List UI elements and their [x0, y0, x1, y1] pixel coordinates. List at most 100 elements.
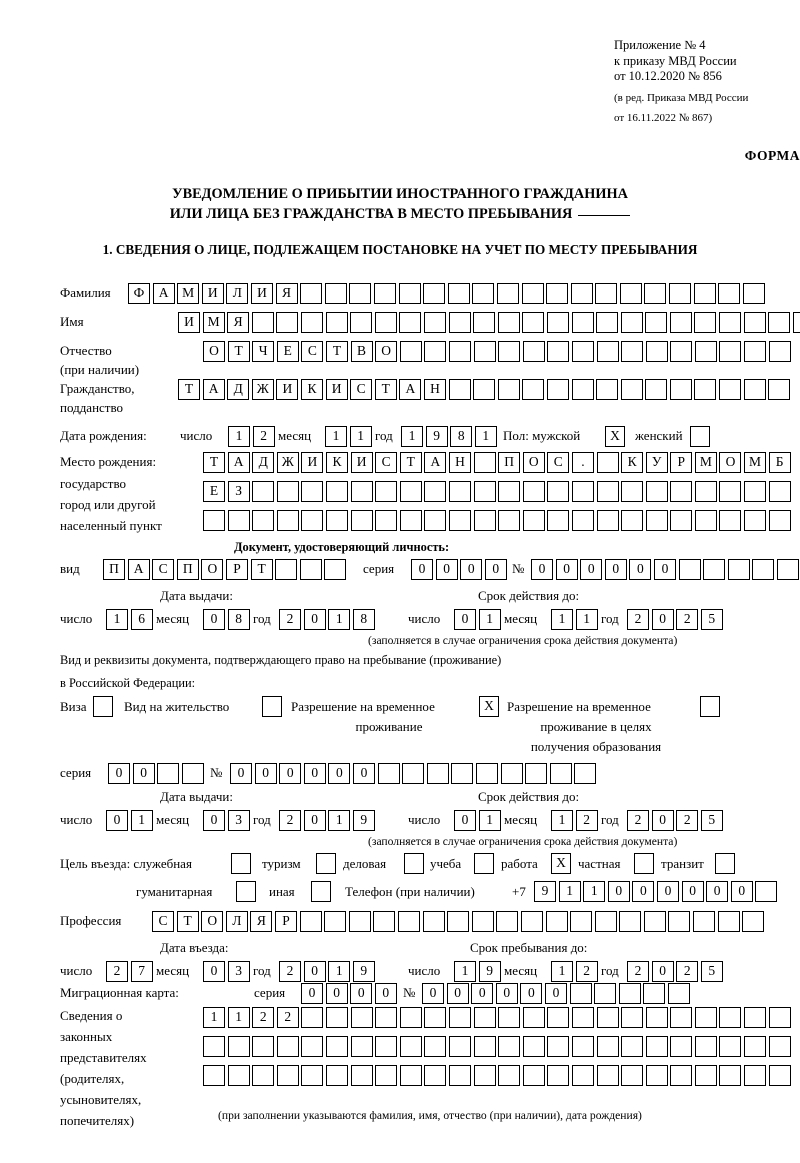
char-cell[interactable]: 2: [575, 810, 598, 831]
char-cell[interactable]: [574, 763, 597, 784]
char-cell[interactable]: 2: [627, 609, 649, 630]
char-cell[interactable]: 1: [551, 810, 573, 831]
char-cell[interactable]: 8: [227, 609, 250, 630]
char-cell[interactable]: [398, 283, 421, 304]
char-cell[interactable]: [203, 510, 225, 531]
char-cell[interactable]: 0: [350, 983, 373, 1004]
char-cell[interactable]: [473, 1065, 496, 1086]
char-cell[interactable]: [670, 481, 693, 502]
char-cell[interactable]: 0: [446, 983, 469, 1004]
char-cell[interactable]: 0: [325, 983, 348, 1004]
char-cell[interactable]: 0: [580, 559, 603, 580]
char-cell[interactable]: К: [325, 452, 348, 473]
char-cell[interactable]: И: [178, 312, 200, 333]
char-cell[interactable]: [471, 911, 494, 932]
char-cell[interactable]: А: [399, 379, 422, 400]
char-cell[interactable]: [522, 481, 545, 502]
char-cell[interactable]: [594, 983, 617, 1004]
char-cell[interactable]: [522, 510, 545, 531]
char-cell[interactable]: [373, 283, 396, 304]
char-cell[interactable]: [399, 510, 422, 531]
char-cell[interactable]: 1: [328, 609, 351, 630]
char-cell[interactable]: [399, 1065, 422, 1086]
char-cell[interactable]: [325, 312, 348, 333]
char-cell[interactable]: [621, 1007, 644, 1028]
char-cell[interactable]: [251, 312, 274, 333]
char-cell[interactable]: [670, 1007, 693, 1028]
checkbox-purpose-transit[interactable]: [715, 853, 735, 874]
char-cell[interactable]: 0: [604, 559, 627, 580]
char-cell[interactable]: [522, 1036, 545, 1057]
char-cell[interactable]: [694, 379, 717, 400]
char-cell[interactable]: Т: [374, 379, 397, 400]
char-cell[interactable]: [227, 1065, 250, 1086]
checkbox-residence-permit[interactable]: [262, 696, 282, 717]
char-cell[interactable]: З: [227, 481, 250, 502]
char-cell[interactable]: [643, 983, 666, 1004]
char-cell[interactable]: [324, 283, 347, 304]
char-cell[interactable]: [645, 379, 668, 400]
char-cell[interactable]: [300, 312, 323, 333]
char-cell[interactable]: [498, 1036, 521, 1057]
char-cell[interactable]: 1: [551, 609, 573, 630]
char-cell[interactable]: 0: [435, 559, 458, 580]
char-cell[interactable]: С: [547, 452, 570, 473]
char-cell[interactable]: И: [276, 379, 299, 400]
char-cell[interactable]: [424, 1065, 447, 1086]
char-cell[interactable]: [300, 283, 323, 304]
char-cell[interactable]: [669, 283, 692, 304]
char-cell[interactable]: [448, 1065, 471, 1086]
char-cell[interactable]: 0: [520, 983, 543, 1004]
char-cell[interactable]: [594, 911, 617, 932]
char-cell[interactable]: [744, 481, 767, 502]
char-cell[interactable]: Н: [423, 379, 446, 400]
char-cell[interactable]: [473, 1007, 496, 1028]
char-cell[interactable]: [719, 379, 742, 400]
char-cell[interactable]: [325, 510, 348, 531]
char-cell[interactable]: [546, 379, 569, 400]
char-cell[interactable]: [423, 312, 446, 333]
char-cell[interactable]: [473, 341, 496, 362]
char-cell[interactable]: [669, 379, 692, 400]
char-cell[interactable]: О: [719, 452, 742, 473]
char-cell[interactable]: [448, 312, 471, 333]
char-cell[interactable]: 8: [450, 426, 473, 447]
char-cell[interactable]: [645, 312, 668, 333]
char-cell[interactable]: 2: [279, 609, 301, 630]
char-cell[interactable]: [621, 341, 644, 362]
char-cell[interactable]: 0: [484, 559, 507, 580]
char-cell[interactable]: 1: [401, 426, 423, 447]
char-cell[interactable]: О: [201, 911, 224, 932]
char-cell[interactable]: [719, 1007, 742, 1028]
char-cell[interactable]: [475, 763, 498, 784]
char-cell[interactable]: [717, 911, 740, 932]
char-cell[interactable]: Р: [274, 911, 297, 932]
char-cell[interactable]: [424, 510, 447, 531]
char-cell[interactable]: [522, 1065, 545, 1086]
char-cell[interactable]: [571, 481, 594, 502]
char-cell[interactable]: [423, 283, 446, 304]
char-cell[interactable]: 0: [656, 881, 679, 902]
char-cell[interactable]: [227, 1036, 250, 1057]
char-cell[interactable]: М: [694, 452, 717, 473]
char-cell[interactable]: [375, 1007, 398, 1028]
char-cell[interactable]: [645, 1065, 668, 1086]
char-cell[interactable]: [252, 510, 275, 531]
char-cell[interactable]: М: [744, 452, 767, 473]
char-cell[interactable]: [744, 510, 767, 531]
char-cell[interactable]: [645, 510, 668, 531]
char-cell[interactable]: [157, 763, 180, 784]
char-cell[interactable]: Т: [325, 341, 348, 362]
char-cell[interactable]: [276, 1065, 299, 1086]
char-cell[interactable]: 2: [252, 1007, 275, 1028]
